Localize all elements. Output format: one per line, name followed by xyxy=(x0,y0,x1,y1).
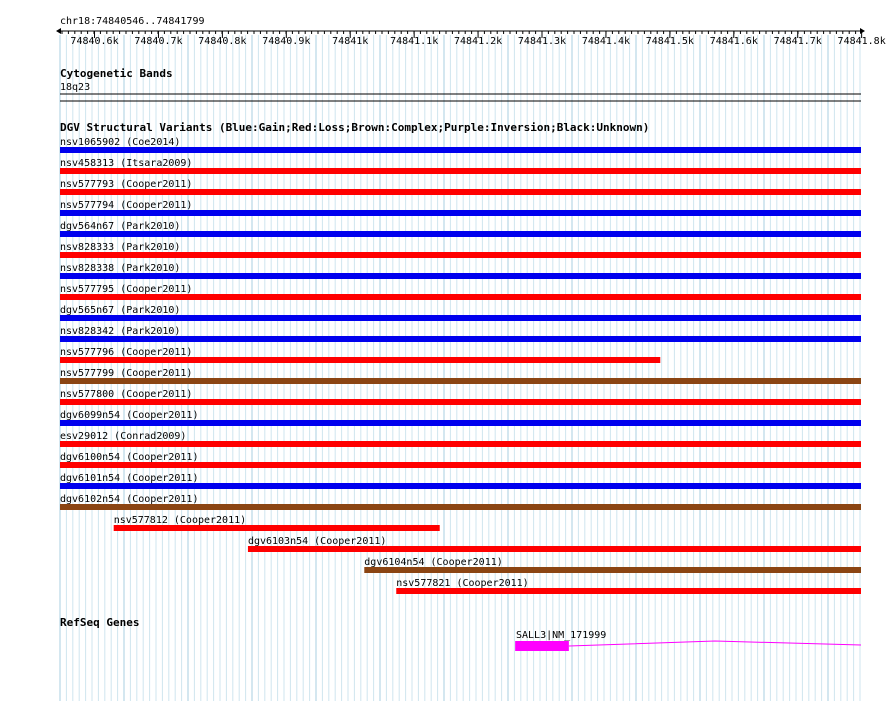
ruler-tick-label: 74841.2k xyxy=(454,36,502,47)
gene-exon[interactable] xyxy=(515,641,569,651)
refseq-track[interactable]: RefSeq Genes SALL3|NM_171999 xyxy=(60,616,862,651)
dgv-variant-label: nsv828333 (Park2010) xyxy=(60,242,180,253)
dgv-variant[interactable]: nsv577799 (Cooper2011) xyxy=(60,368,861,384)
dgv-variant[interactable]: nsv577812 (Cooper2011) xyxy=(113,515,440,531)
dgv-variant[interactable]: dgv565n67 (Park2010) xyxy=(60,305,861,321)
dgv-variant-bar[interactable] xyxy=(60,336,861,342)
dgv-variant[interactable]: nsv577794 (Cooper2011) xyxy=(60,200,861,216)
dgv-variant[interactable]: nsv828338 (Park2010) xyxy=(60,263,861,279)
gene-feature-sall3[interactable] xyxy=(515,640,862,651)
dgv-variant[interactable]: nsv577796 (Cooper2011) xyxy=(60,347,661,363)
dgv-variant-label: dgv565n67 (Park2010) xyxy=(60,305,180,316)
gene-intron-line[interactable] xyxy=(568,640,862,647)
dgv-variant-label: nsv577821 (Cooper2011) xyxy=(396,578,528,589)
dgv-variant-label: nsv577800 (Cooper2011) xyxy=(60,389,192,400)
ruler-tick-label: 74841k xyxy=(332,36,368,47)
dgv-title: DGV Structural Variants (Blue:Gain;Red:L… xyxy=(60,121,649,134)
dgv-variant[interactable]: dgv6104n54 (Cooper2011) xyxy=(364,557,861,573)
dgv-variant[interactable]: dgv564n67 (Park2010) xyxy=(60,221,861,237)
dgv-variant-bar[interactable] xyxy=(60,441,861,447)
dgv-variant-bar[interactable] xyxy=(60,357,661,363)
dgv-variant-bar[interactable] xyxy=(60,504,861,510)
dgv-variant-label: nsv828338 (Park2010) xyxy=(60,263,180,274)
dgv-variant[interactable]: nsv577800 (Cooper2011) xyxy=(60,389,861,405)
dgv-variant[interactable]: nsv828342 (Park2010) xyxy=(60,326,861,342)
dgv-variant-bar[interactable] xyxy=(60,273,861,279)
dgv-variant-label: dgv6102n54 (Cooper2011) xyxy=(60,494,198,505)
dgv-variant[interactable]: nsv828333 (Park2010) xyxy=(60,242,861,258)
dgv-variant-label: dgv564n67 (Park2010) xyxy=(60,221,180,232)
dgv-variant-label: nsv577793 (Cooper2011) xyxy=(60,179,192,190)
locus-label: chr18:74840546..74841799 xyxy=(60,16,205,27)
dgv-variant-label: esv29012 (Conrad2009) xyxy=(60,431,186,442)
ruler-right-arrow xyxy=(860,28,865,34)
cytoband-track[interactable]: Cytogenetic Bands 18q23 xyxy=(60,67,861,102)
ruler-track: chr18:74840546..74841799 74840.6k 74840.7… xyxy=(56,16,886,47)
dgv-variant-bar[interactable] xyxy=(60,294,861,300)
dgv-variant-bar[interactable] xyxy=(60,147,861,153)
ruler-tick-label: 74840.6k xyxy=(70,36,118,47)
cytoband-label: 18q23 xyxy=(60,82,90,93)
ruler-tick-label: 74841.1k xyxy=(390,36,438,47)
ruler-tick-label: 74840.8k xyxy=(198,36,246,47)
dgv-variant-bar[interactable] xyxy=(60,399,861,405)
dgv-variant-bar[interactable] xyxy=(60,252,861,258)
dgv-variant[interactable]: esv29012 (Conrad2009) xyxy=(60,431,861,447)
dgv-variant-bar[interactable] xyxy=(396,588,861,594)
dgv-variant[interactable]: dgv6102n54 (Cooper2011) xyxy=(60,494,861,510)
dgv-variant-bar[interactable] xyxy=(60,378,861,384)
dgv-variant-label: dgv6100n54 (Cooper2011) xyxy=(60,452,198,463)
dgv-variant[interactable]: nsv1065902 (Coe2014) xyxy=(60,137,861,153)
dgv-variant-bar[interactable] xyxy=(60,315,861,321)
ruler-tick-label: 74841.5k xyxy=(646,36,694,47)
dgv-variant-label: nsv577794 (Cooper2011) xyxy=(60,200,192,211)
cytoband-title: Cytogenetic Bands xyxy=(60,67,173,80)
ruler-tick-label: 74841.4k xyxy=(582,36,630,47)
gene-label: SALL3|NM_171999 xyxy=(516,630,606,641)
dgv-variant-bar[interactable] xyxy=(60,462,861,468)
dgv-variant-bar[interactable] xyxy=(247,546,861,552)
refseq-title: RefSeq Genes xyxy=(60,616,139,629)
dgv-features[interactable]: nsv1065902 (Coe2014) nsv458313 (Itsara200… xyxy=(60,137,861,594)
ruler-tick-label: 74841.7k xyxy=(774,36,822,47)
dgv-variant-label: nsv577796 (Cooper2011) xyxy=(60,347,192,358)
ruler-tick-label: 74840.9k xyxy=(262,36,310,47)
dgv-variant[interactable]: nsv577795 (Cooper2011) xyxy=(60,284,861,300)
dgv-variant-bar[interactable] xyxy=(60,231,861,237)
dgv-variant-bar[interactable] xyxy=(364,567,861,573)
dgv-variant-bar[interactable] xyxy=(60,210,861,216)
dgv-variant[interactable]: nsv458313 (Itsara2009) xyxy=(60,158,861,174)
dgv-variant-label: nsv577812 (Cooper2011) xyxy=(114,515,246,526)
ruler-tick-label: 74841.6k xyxy=(710,36,758,47)
ruler-ticks: 74840.6k 74840.7k 74840.8k 74840.9k 74841k 74… xyxy=(56,28,886,47)
ruler-tick-label: 74840.7k xyxy=(134,36,182,47)
dgv-variant[interactable]: nsv577793 (Cooper2011) xyxy=(60,179,861,195)
dgv-variant-label: dgv6099n54 (Cooper2011) xyxy=(60,410,198,421)
dgv-track[interactable]: DGV Structural Variants (Blue:Gain;Red:L… xyxy=(60,121,861,594)
dgv-variant-label: nsv577799 (Cooper2011) xyxy=(60,368,192,379)
dgv-variant-label: nsv828342 (Park2010) xyxy=(60,326,180,337)
dgv-variant[interactable]: nsv577821 (Cooper2011) xyxy=(396,578,861,594)
dgv-variant[interactable]: dgv6099n54 (Cooper2011) xyxy=(60,410,861,426)
dgv-variant-label: nsv577795 (Cooper2011) xyxy=(60,284,192,295)
dgv-variant-label: nsv458313 (Itsara2009) xyxy=(60,158,192,169)
dgv-variant-bar[interactable] xyxy=(60,189,861,195)
dgv-variant-bar[interactable] xyxy=(60,483,861,489)
ruler-tick-label: 74841.3k xyxy=(518,36,566,47)
ruler-left-arrow xyxy=(56,28,61,34)
dgv-variant-label: nsv1065902 (Coe2014) xyxy=(60,137,180,148)
dgv-variant-label: dgv6103n54 (Cooper2011) xyxy=(248,536,386,547)
background-grid xyxy=(59,35,861,701)
dgv-variant[interactable]: dgv6103n54 (Cooper2011) xyxy=(247,536,861,552)
dgv-variant-bar[interactable] xyxy=(60,168,861,174)
dgv-variant-label: dgv6101n54 (Cooper2011) xyxy=(60,473,198,484)
dgv-variant[interactable]: dgv6100n54 (Cooper2011) xyxy=(60,452,861,468)
dgv-variant-label: dgv6104n54 (Cooper2011) xyxy=(364,557,502,568)
dgv-variant-bar[interactable] xyxy=(60,420,861,426)
ruler-tick-label: 74841.8k xyxy=(838,36,886,47)
dgv-variant-bar[interactable] xyxy=(113,525,440,531)
dgv-variant[interactable]: dgv6101n54 (Cooper2011) xyxy=(60,473,861,489)
